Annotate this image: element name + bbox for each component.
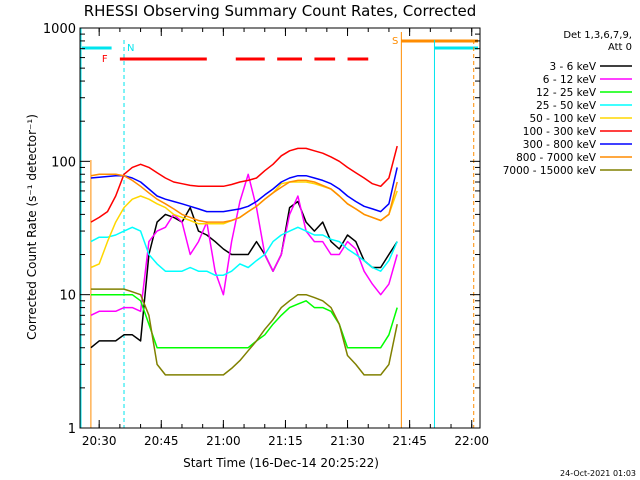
- x-tick-label-2: 21:00: [206, 434, 241, 448]
- series-line-3: [90, 226, 398, 276]
- y-tick-label-3: 1000: [43, 22, 76, 37]
- legend-label-3: 25 - 50 keV: [536, 100, 597, 112]
- y-tick-label-2: 100: [51, 155, 76, 170]
- timestamp: 24-Oct-2021 01:03: [560, 469, 636, 478]
- x-tick-label-0: 20:30: [82, 434, 117, 448]
- series-line-7: [90, 173, 398, 223]
- x-tick-label-3: 21:15: [268, 434, 303, 448]
- y-axis-label: Corrected Count Rate (s⁻¹ detector⁻¹): [25, 114, 39, 340]
- y-tick-label-0: 1: [68, 422, 76, 437]
- legend-label-7: 800 - 7000 keV: [516, 152, 597, 164]
- legend-label-2: 12 - 25 keV: [536, 87, 597, 99]
- legend-label-4: 50 - 100 keV: [529, 113, 596, 125]
- x-tick-label-1: 20:45: [144, 434, 179, 448]
- flag-f-label: F: [102, 54, 108, 65]
- legend-label-6: 300 - 800 keV: [523, 139, 597, 151]
- series-line-8: [90, 288, 398, 376]
- legend-label-0: 3 - 6 keV: [549, 61, 596, 73]
- legend-label-5: 100 - 300 keV: [523, 126, 597, 138]
- plot-frame: [79, 27, 481, 429]
- legend-header-line-2: Att 0: [608, 42, 632, 53]
- y-tick-label-1: 10: [59, 289, 76, 304]
- series-line-2: [90, 293, 398, 349]
- x-tick-label-6: 22:00: [454, 434, 489, 448]
- series-line-6: [90, 167, 398, 213]
- x-tick-label-4: 21:30: [330, 434, 365, 448]
- series-line-5: [90, 145, 398, 223]
- legend-header-line-1: Det 1,3,6,7,9,: [563, 30, 632, 41]
- legend-label-8: 7000 - 15000 keV: [503, 165, 597, 177]
- legend-label-1: 6 - 12 keV: [543, 74, 597, 86]
- chart-title: RHESSI Observing Summary Count Rates, Co…: [84, 2, 477, 20]
- flag-s-label: S: [392, 36, 398, 47]
- flag-n-label: N: [127, 43, 134, 54]
- series-line-0: [90, 200, 398, 349]
- x-tick-label-5: 21:45: [392, 434, 427, 448]
- x-axis-label: Start Time (16-Dec-14 20:25:22): [183, 456, 379, 470]
